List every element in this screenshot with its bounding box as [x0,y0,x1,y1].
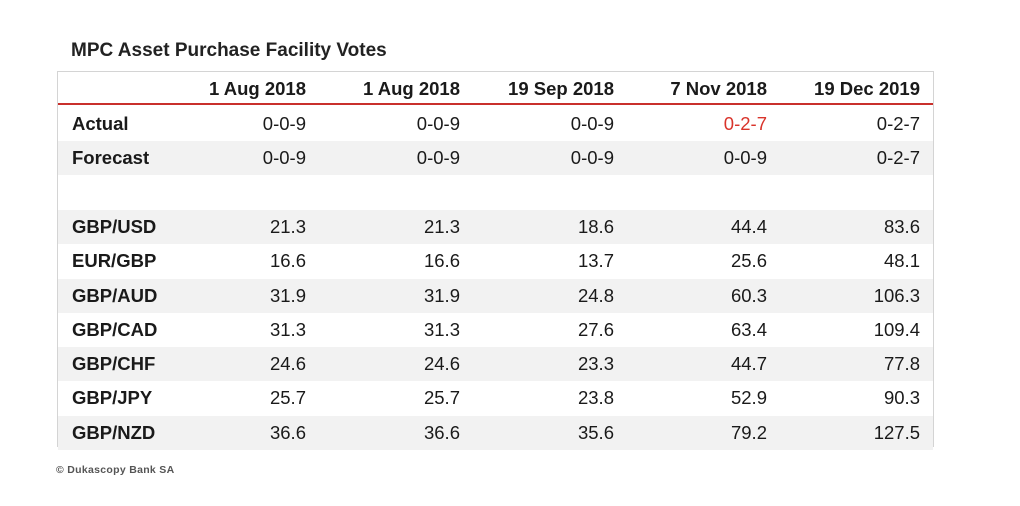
table-cell: 24.8 [577,284,614,306]
table-cell: 106.3 [873,284,920,306]
row-label: GBP/CAD [72,318,158,340]
table-cell: 44.7 [730,353,767,375]
table-cell: 24.6 [269,353,306,375]
table-cell: 63.4 [730,318,767,340]
votes-table: 1 Aug 2018 1 Aug 2018 19 Sep 2018 7 Nov 201… [57,71,934,450]
row-label: GBP/USD [72,215,157,237]
table-row: GBP/AUD 31.9 31.9 24.8 60.3 106.3 [58,278,933,313]
table-cell: 21.3 [423,215,460,237]
column-header: 7 Nov 2018 [670,78,767,99]
table-row: EUR/GBP 16.6 16.6 13.7 25.6 48.1 [58,244,933,278]
table-cell: 0-0-9 [570,113,614,134]
table-cell: 23.8 [577,387,614,409]
row-label: Actual [72,113,129,134]
table-cell: 21.3 [269,215,306,237]
table-cell: 0-0-9 [262,147,306,169]
row-label: GBP/JPY [72,387,153,409]
table-cell: 0-2-7 [876,113,920,134]
table-header-row: 1 Aug 2018 1 Aug 2018 19 Sep 2018 7 Nov 201… [58,72,933,105]
table-cell: 31.3 [269,318,306,340]
table-row: Actual 0-0-9 0-0-9 0-0-9 0-2-7 0-2-7 [58,107,933,141]
table-cell: 0-2-7 [876,147,920,169]
table-cell: 25.6 [730,250,767,272]
table-row: GBP/CAD 31.3 31.3 27.6 63.4 109.4 [58,313,933,347]
table-row: Forecast 0-0-9 0-0-9 0-0-9 0-0-9 0-2-7 [58,141,933,176]
table-cell: 31.9 [423,284,460,306]
table-cell: 25.7 [269,387,306,409]
table-cell: 31.3 [423,318,460,340]
column-header: 1 Aug 2018 [363,78,460,99]
column-header: 19 Sep 2018 [508,78,614,99]
table-cell: 0-0-9 [416,113,460,134]
highlighted-cell: 0-2-7 [723,113,767,134]
table-cell: 0-0-9 [262,113,306,134]
table-cell: 13.7 [577,250,614,272]
table-cell: 0-0-9 [723,147,767,169]
table-cell: 31.9 [269,284,306,306]
table-cell: 18.6 [577,215,614,237]
spacer-row [58,176,933,210]
table-cell: 16.6 [423,250,460,272]
table-cell: 23.3 [577,353,614,375]
table-cell: 44.4 [730,215,767,237]
column-header: 19 Dec 2019 [814,78,920,99]
copyright-footer: © Dukascopy Bank SA [56,464,175,476]
row-label: EUR/GBP [72,250,157,272]
row-label: Forecast [72,147,150,169]
table-cell: 77.8 [883,353,920,375]
table-cell: 52.9 [730,387,767,409]
table-row: GBP/NZD 36.6 36.6 35.6 79.2 127.5 [58,415,933,450]
row-label: GBP/CHF [72,353,156,375]
table-cell: 79.2 [730,421,767,443]
table-cell: 24.6 [423,353,460,375]
table-row: GBP/USD 21.3 21.3 18.6 44.4 83.6 [58,209,933,244]
column-header: 1 Aug 2018 [209,78,306,99]
table-cell: 109.4 [873,318,920,340]
row-label: GBP/AUD [72,284,158,306]
table-cell: 0-0-9 [416,147,460,169]
row-label: GBP/NZD [72,421,156,443]
table-cell: 83.6 [883,215,920,237]
table-title: MPC Asset Purchase Facility Votes [71,40,387,61]
table-cell: 48.1 [883,250,920,272]
table-cell: 35.6 [577,421,614,443]
table-row: GBP/CHF 24.6 24.6 23.3 44.7 77.8 [58,347,933,382]
table-cell: 36.6 [269,421,306,443]
table-cell: 127.5 [873,421,920,443]
table-cell: 25.7 [423,387,460,409]
table-cell: 60.3 [730,284,767,306]
table-row: GBP/JPY 25.7 25.7 23.8 52.9 90.3 [58,381,933,415]
table-cell: 90.3 [883,387,920,409]
table-cell: 36.6 [423,421,460,443]
table-cell: 16.6 [269,250,306,272]
table-cell: 27.6 [577,318,614,340]
table-cell: 0-0-9 [570,147,614,169]
